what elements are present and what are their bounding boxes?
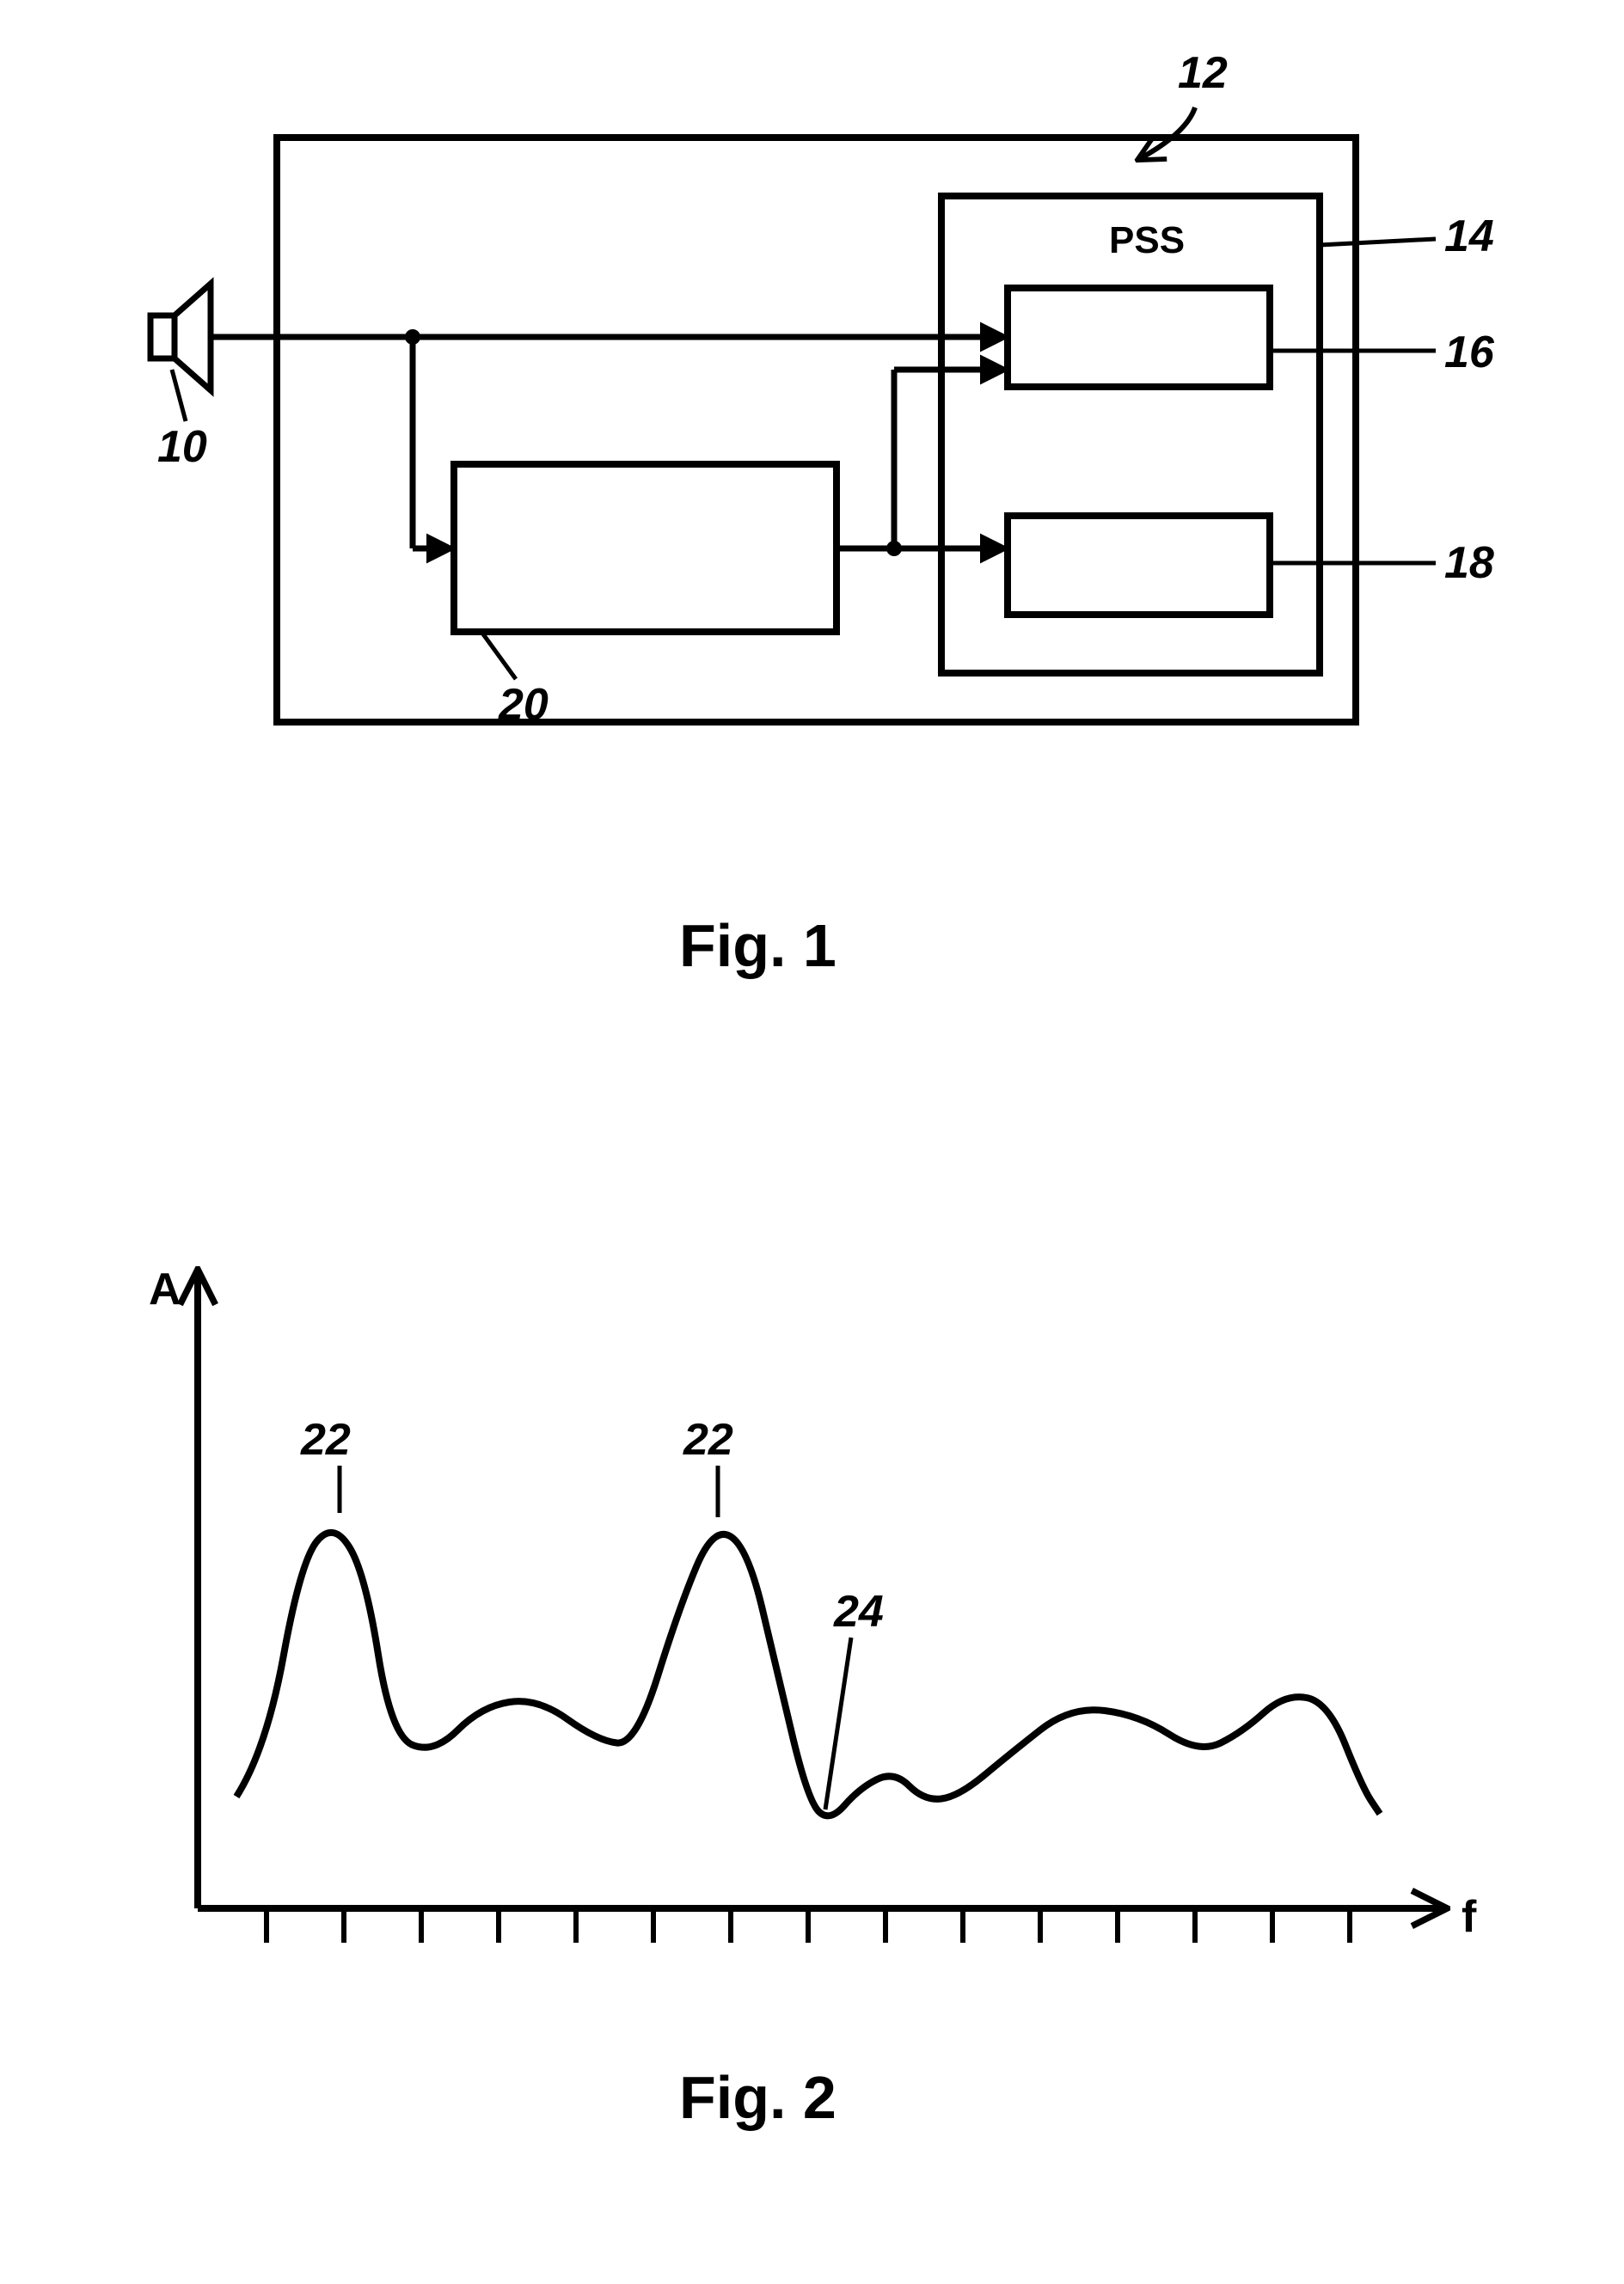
pss-label: PSS	[1109, 219, 1185, 262]
ref-18: 18	[1444, 537, 1494, 589]
ref-10: 10	[157, 421, 207, 473]
fig1-caption: Fig. 1	[679, 911, 837, 980]
ref-24: 24	[834, 1586, 884, 1638]
ref-16: 16	[1444, 327, 1494, 378]
y-axis-label: A	[149, 1264, 181, 1315]
figures-svg	[0, 0, 1624, 2284]
ref-12: 12	[1178, 47, 1228, 99]
x-axis-label: f	[1462, 1891, 1476, 1943]
ref-22a: 22	[301, 1414, 351, 1466]
ref-14: 14	[1444, 211, 1494, 262]
fig2-caption: Fig. 2	[679, 2063, 837, 2132]
ref-20: 20	[499, 679, 548, 731]
ref-22b: 22	[683, 1414, 733, 1466]
